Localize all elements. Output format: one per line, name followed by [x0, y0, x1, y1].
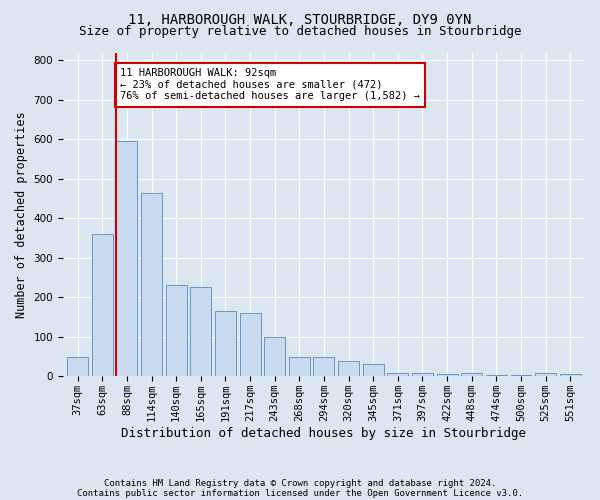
Bar — [166, 286, 187, 376]
Bar — [116, 142, 137, 376]
Bar — [511, 375, 532, 376]
Bar — [437, 374, 458, 376]
Bar — [560, 374, 581, 376]
Bar — [338, 360, 359, 376]
Text: Contains HM Land Registry data © Crown copyright and database right 2024.: Contains HM Land Registry data © Crown c… — [104, 478, 496, 488]
Bar — [239, 313, 260, 376]
Text: 11, HARBOROUGH WALK, STOURBRIDGE, DY9 0YN: 11, HARBOROUGH WALK, STOURBRIDGE, DY9 0Y… — [128, 12, 472, 26]
Text: Size of property relative to detached houses in Stourbridge: Size of property relative to detached ho… — [79, 25, 521, 38]
Bar — [67, 356, 88, 376]
Text: Contains public sector information licensed under the Open Government Licence v3: Contains public sector information licen… — [77, 488, 523, 498]
Bar — [92, 234, 113, 376]
Bar — [486, 375, 507, 376]
Bar — [190, 288, 211, 376]
X-axis label: Distribution of detached houses by size in Stourbridge: Distribution of detached houses by size … — [121, 427, 526, 440]
Bar — [264, 337, 285, 376]
Bar — [535, 373, 556, 376]
Bar — [313, 356, 334, 376]
Bar — [461, 373, 482, 376]
Bar — [388, 373, 408, 376]
Text: 11 HARBOROUGH WALK: 92sqm
← 23% of detached houses are smaller (472)
76% of semi: 11 HARBOROUGH WALK: 92sqm ← 23% of detac… — [120, 68, 420, 102]
Bar — [289, 356, 310, 376]
Bar — [363, 364, 383, 376]
Bar — [141, 192, 162, 376]
Bar — [412, 373, 433, 376]
Y-axis label: Number of detached properties: Number of detached properties — [15, 111, 28, 318]
Bar — [215, 311, 236, 376]
